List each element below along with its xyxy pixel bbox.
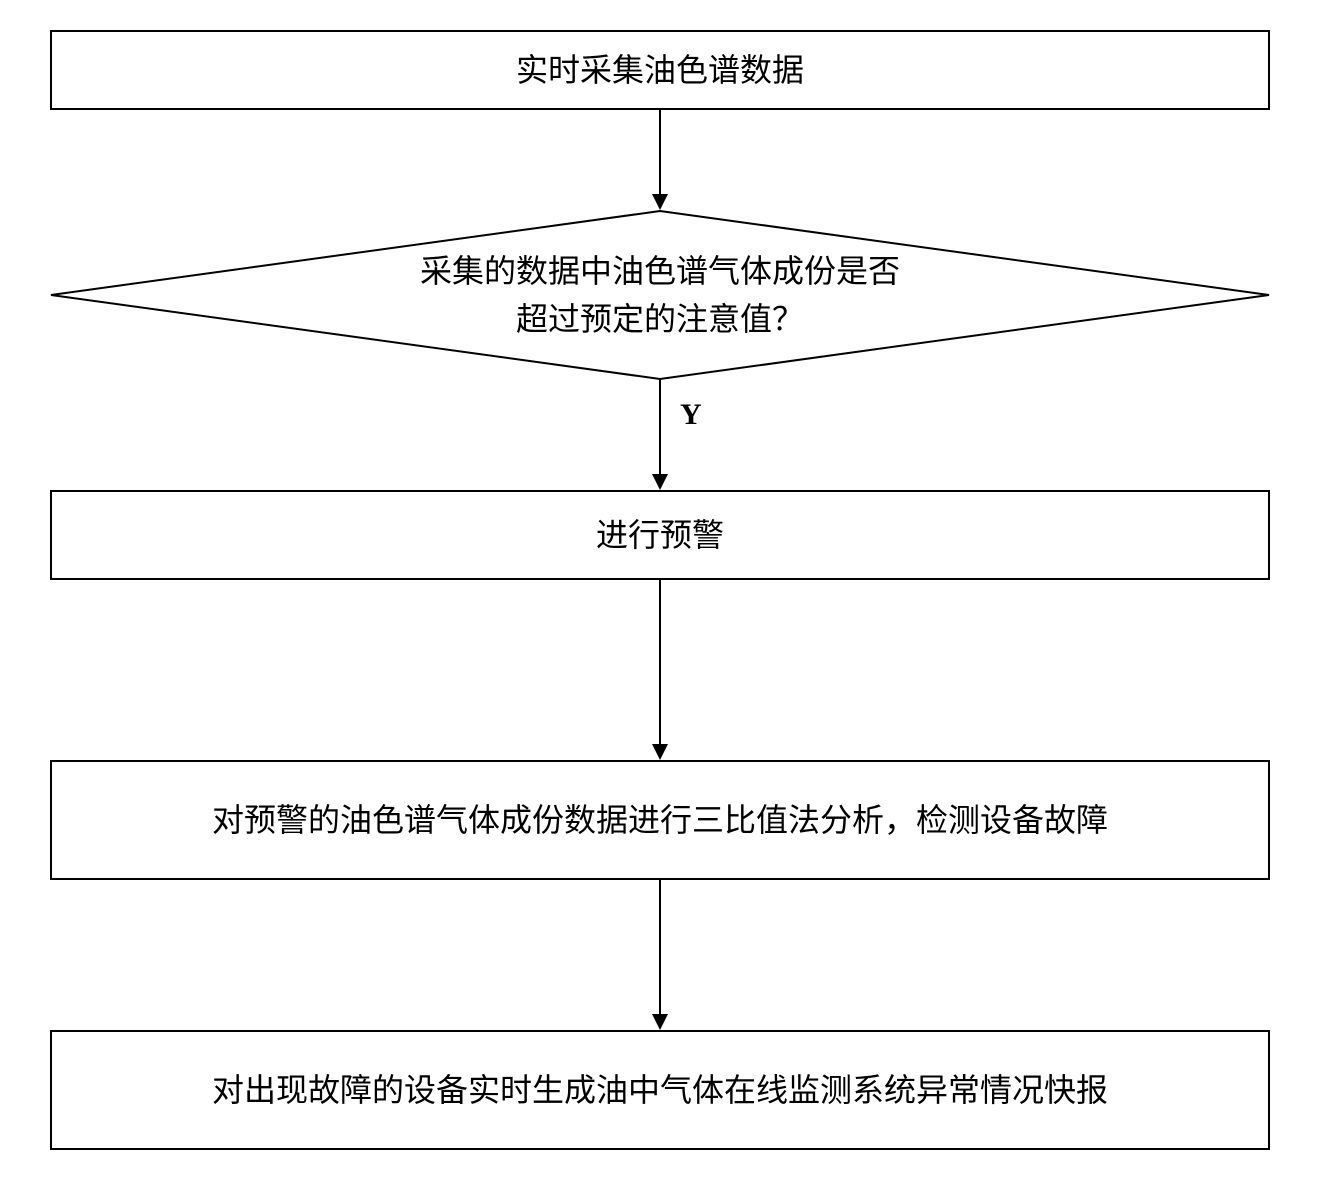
node-3-label: 进行预警	[596, 511, 724, 559]
process-node-1: 实时采集油色谱数据	[50, 30, 1270, 110]
edge-3-line	[659, 580, 661, 746]
edge-2-label: Y	[680, 398, 702, 432]
node-5-label: 对出现故障的设备实时生成油中气体在线监测系统异常情况快报	[212, 1066, 1108, 1114]
decision-line-1: 采集的数据中油色谱气体成份是否	[420, 253, 900, 289]
process-node-5: 对出现故障的设备实时生成油中气体在线监测系统异常情况快报	[50, 1030, 1270, 1150]
edge-1-line	[659, 110, 661, 196]
edge-2-arrowhead	[652, 474, 668, 490]
node-1-label: 实时采集油色谱数据	[516, 46, 804, 94]
edge-2-line	[659, 380, 661, 476]
edge-3-arrowhead	[652, 744, 668, 760]
edge-4-arrowhead	[652, 1014, 668, 1030]
node-4-label: 对预警的油色谱气体成份数据进行三比值法分析，检测设备故障	[212, 796, 1108, 844]
edge-1-arrowhead	[652, 194, 668, 210]
process-node-4: 对预警的油色谱气体成份数据进行三比值法分析，检测设备故障	[50, 760, 1270, 880]
decision-text: 采集的数据中油色谱气体成份是否 超过预定的注意值？	[420, 247, 900, 343]
process-node-3: 进行预警	[50, 490, 1270, 580]
decision-line-2: 超过预定的注意值？	[516, 301, 804, 337]
decision-node: 采集的数据中油色谱气体成份是否 超过预定的注意值？	[50, 210, 1270, 380]
edge-4-line	[659, 880, 661, 1016]
flowchart-container: 实时采集油色谱数据 采集的数据中油色谱气体成份是否 超过预定的注意值？ Y 进行…	[0, 0, 1320, 1183]
